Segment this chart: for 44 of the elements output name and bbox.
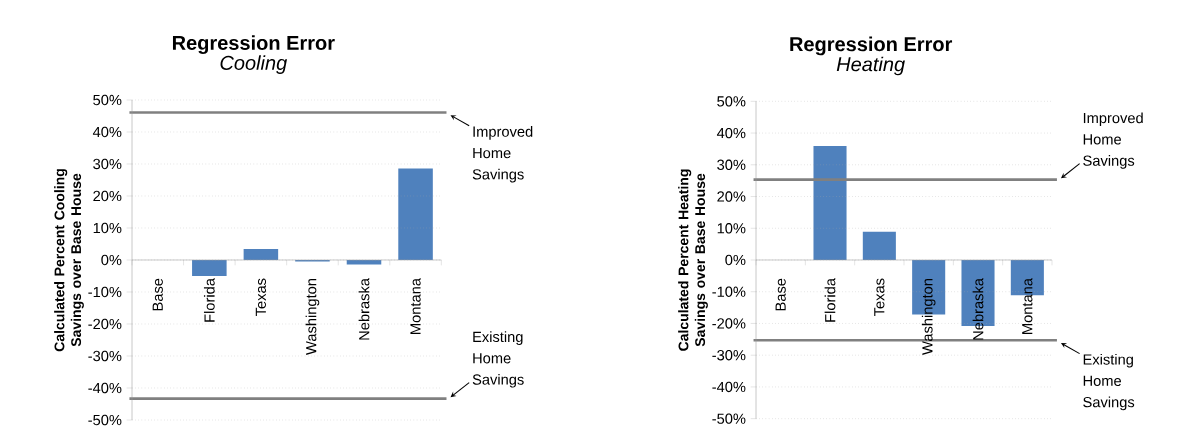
y-tick-label: -50%	[712, 413, 746, 424]
x-tick-label: Texas	[874, 278, 885, 317]
x-tick-label: Nebraska	[972, 278, 984, 340]
y-tick-label: -40%	[88, 382, 122, 394]
chart-subtitle: Cooling	[220, 55, 288, 74]
y-tick-label: -20%	[88, 318, 122, 330]
y-tick-label: 20%	[717, 191, 746, 202]
x-tick-label: Nebraska	[358, 278, 370, 340]
y-tick-label: 10%	[93, 222, 122, 234]
y-tick-label: -10%	[712, 286, 746, 297]
y-tick-label: 40%	[716, 127, 746, 139]
y-tick-label: -40%	[712, 381, 746, 393]
ref-line-label: Existing Home Savings	[1083, 353, 1135, 411]
y-tick-label: 10%	[717, 223, 746, 234]
y-tick-label: 0%	[725, 254, 746, 266]
y-tick-label: -30%	[712, 350, 746, 361]
y-axis-title: Calculated Percent Cooling Savings over Base House	[54, 169, 84, 352]
chart-title: Regression Error	[172, 35, 335, 54]
y-tick-label: 30%	[717, 159, 746, 170]
y-tick-label: -50%	[88, 414, 122, 426]
ref-line-label: Improved Home Savings	[472, 126, 533, 183]
chart-title: Regression Error	[790, 36, 953, 56]
x-tick-label: Montana	[1022, 278, 1033, 334]
y-tick-label: -10%	[88, 286, 122, 298]
x-tick-label: Montana	[410, 278, 421, 334]
y-tick-label: 40%	[92, 126, 122, 138]
ref-line-label: Improved Home Savings	[1083, 112, 1143, 169]
y-tick-label: -30%	[88, 350, 122, 362]
x-tick-label: Base	[152, 278, 163, 311]
x-tick-label: Washington	[305, 279, 320, 355]
y-tick-label: -20%	[712, 318, 746, 329]
x-tick-label: Florida	[824, 278, 836, 322]
x-tick-label: Washington	[921, 279, 936, 355]
y-axis-title: Calculated Percent Heating Savings over Base House	[678, 169, 708, 351]
ref-line-label: Existing Home Savings	[472, 331, 524, 388]
y-tick-label: 30%	[93, 158, 122, 170]
x-tick-label: Texas	[255, 278, 267, 317]
y-tick-label: 50%	[717, 96, 746, 107]
x-tick-label: Florida	[203, 278, 215, 322]
chart-subtitle: Heating	[836, 56, 905, 76]
y-tick-label: 50%	[93, 94, 122, 106]
y-tick-label: 20%	[93, 190, 122, 202]
x-tick-label: Base	[775, 278, 786, 311]
y-tick-label: 0%	[101, 254, 122, 266]
